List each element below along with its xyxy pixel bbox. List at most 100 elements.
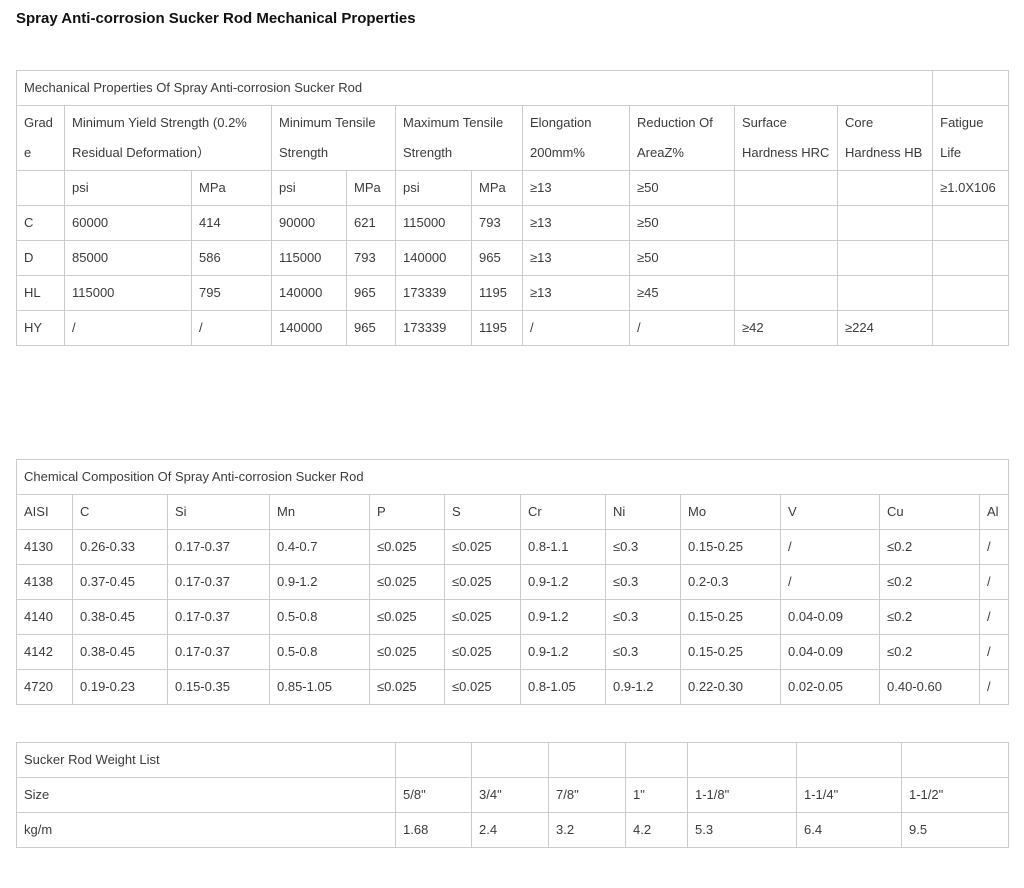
chemical-table-cell: Mo [680,494,781,530]
mechanical-table-cell: 173339 [395,275,472,311]
mechanical-table-cell: 965 [346,310,396,346]
chemical-table-cell: ≤0.3 [605,529,681,565]
weight-table-cell: 1.68 [395,812,472,848]
mechanical-table-cell: 115000 [271,240,347,276]
mechanical-table-cell: HL [16,275,65,311]
mechanical-table-cell: ≥13 [522,240,630,276]
chemical-table-cell: ≤0.025 [444,564,521,600]
chemical-table-cell: 0.17-0.37 [167,564,270,600]
chemical-table-cell: ≤0.025 [444,634,521,670]
chemical-table-cell: / [978,634,1010,670]
mechanical-table-cell: ≥50 [629,240,735,276]
weight-table-cell: 6.4 [796,812,902,848]
chemical-table-cell: 4138 [16,564,73,600]
mechanical-table-cell [734,240,838,276]
mechanical-table-cell [836,240,934,276]
weight-table-cell: 1" [625,777,688,813]
mechanical-table-cell: 140000 [395,240,472,276]
chemical-table-row: 4720 0.19-0.23 0.15-0.35 0.85-1.05 ≤0.025 ≤0.… [16,669,1010,705]
mechanical-table-cell: MPa [191,170,272,206]
mechanical-table-cell: 965 [346,275,396,311]
mechanical-table-cell [734,275,838,311]
weight-table-cell: 1-1/2" [901,777,1009,813]
chemical-table-cell: ≤0.025 [444,529,521,565]
weight-table-cell [901,742,1009,778]
chemical-table-cell: 0.04-0.09 [780,634,880,670]
chemical-table-cell: / [978,529,1010,565]
chemical-table-cell: ≤0.025 [369,529,445,565]
weight-table-cell: Size [16,777,396,813]
mechanical-table-cell: Surface Hardness HRC [734,105,838,171]
mechanical-table-cell: ≥13 [522,205,630,241]
mechanical-table-cell: ≥42 [734,310,838,346]
chemical-table-cell: Mn [269,494,370,530]
chemical-table-cell: 0.17-0.37 [167,599,270,635]
mechanical-table-cell [734,170,838,206]
weight-table-row: kg/m 1.68 2.4 3.2 4.2 5.3 6.4 9.5 [16,812,1009,848]
weight-table-cell: 1-1/8" [687,777,797,813]
chemical-table-cell: 0.9-1.2 [269,564,370,600]
mechanical-table-cell: Elongation 200mm% [522,105,630,171]
weight-table-cell: 3.2 [548,812,626,848]
chemical-table-cell: 0.5-0.8 [269,634,370,670]
mechanical-table-cell [932,205,1010,241]
mechanical-table-cell: 115000 [395,205,472,241]
mechanical-table-cell: ≥50 [629,170,735,206]
mechanical-table-cell: 90000 [271,205,347,241]
chemical-table-cell: 0.38-0.45 [72,634,168,670]
mechanical-table-cell: / [522,310,630,346]
chemical-table-cell: Al [978,494,1010,530]
chemical-table-cell: / [780,529,880,565]
chemical-table-row: AISI C Si Mn P S Cr Ni Mo V Cu Al [16,494,1010,530]
chemical-table-cell: 0.37-0.45 [72,564,168,600]
weight-table-cell: 1-1/4" [796,777,902,813]
mechanical-table-cell [932,240,1010,276]
weight-table-cell [471,742,549,778]
chemical-table-cell: Cu [879,494,980,530]
mechanical-table-cell: psi [64,170,192,206]
chemical-table-cell: 0.19-0.23 [72,669,168,705]
weight-list-table: Sucker Rod Weight List Size 5/8" 3/4" 7/8" 1"… [16,742,1009,848]
mechanical-table-cell: 85000 [64,240,192,276]
mechanical-table-cell [932,70,1010,106]
chemical-table-cell: ≤0.025 [369,669,445,705]
chemical-table-cell: Chemical Composition Of Spray Anti-corro… [15,459,1010,495]
mechanical-table-cell: ≥50 [629,205,735,241]
weight-table-cell: 4.2 [625,812,688,848]
chemical-table-cell: 0.5-0.8 [269,599,370,635]
chemical-table-cell: 0.15-0.25 [680,599,781,635]
mechanical-table-cell: 793 [346,240,396,276]
chemical-table-cell: ≤0.2 [879,634,980,670]
mechanical-table-cell: MPa [471,170,523,206]
chemical-table-cell: 0.9-1.2 [605,669,681,705]
mechanical-table-cell: Mechanical Properties Of Spray Anti-corr… [15,70,934,106]
chemical-table-row: 4142 0.38-0.45 0.17-0.37 0.5-0.8 ≤0.025 ≤0.02… [16,634,1010,670]
chemical-table-cell: Si [167,494,270,530]
mechanical-table-row: C 60000 414 90000 621 115000 793 ≥13 ≥50 [16,205,1010,241]
chemical-table-cell: 0.9-1.2 [520,564,606,600]
mechanical-table-cell [734,205,838,241]
mechanical-table-cell [932,275,1010,311]
chemical-table-cell: 0.4-0.7 [269,529,370,565]
mechanical-table-cell: Minimum Yield Strength (0.2% Residual De… [64,105,272,171]
chemical-table-cell: 0.04-0.09 [780,599,880,635]
chemical-table-cell: ≤0.025 [444,669,521,705]
weight-table-cell: 2.4 [471,812,549,848]
chemical-table-cell: 0.9-1.2 [520,634,606,670]
chemical-table-cell: 0.15-0.25 [680,634,781,670]
chemical-table-cell: / [978,599,1010,635]
mechanical-table-cell: / [191,310,272,346]
chemical-table-cell: / [780,564,880,600]
mechanical-table-cell: 586 [191,240,272,276]
chemical-table-cell: 0.15-0.25 [680,529,781,565]
mechanical-table-cell: 965 [471,240,523,276]
chemical-table-cell: 4142 [16,634,73,670]
chemical-table-cell: / [978,669,1010,705]
mechanical-table-cell [836,205,934,241]
mechanical-table-cell: 414 [191,205,272,241]
mechanical-table-cell: / [629,310,735,346]
chemical-table-cell: Ni [605,494,681,530]
mechanical-table-cell: ≥45 [629,275,735,311]
mechanical-table-cell: 140000 [271,275,347,311]
chemical-table-row: Chemical Composition Of Spray Anti-corro… [15,459,1010,495]
